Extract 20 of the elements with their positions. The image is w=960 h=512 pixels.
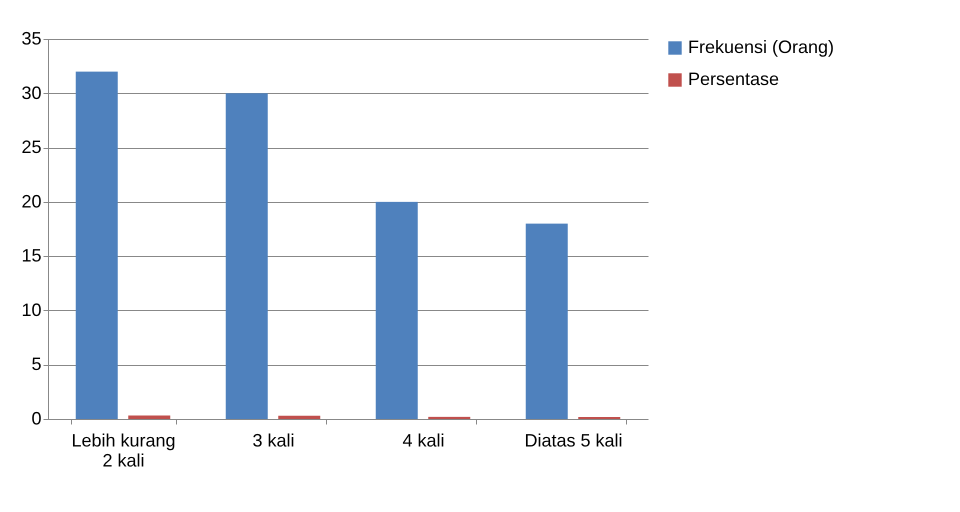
x-tick-label: 4 kali [402,430,445,450]
y-tick-label: 0 [31,408,42,428]
y-tick-label: 30 [21,82,42,103]
bar [226,93,268,419]
bar [128,416,170,419]
y-tick-label: 10 [21,300,42,320]
bar [526,224,568,419]
bar [76,72,118,419]
legend-label: Persentase [688,69,780,89]
y-tick-label: 5 [31,354,42,374]
y-tick-label: 15 [21,246,42,266]
bar [278,416,320,419]
y-tick-label: 25 [21,137,42,158]
legend-label: Frekuensi (Orang) [688,37,834,57]
y-tick-label: 35 [21,28,42,48]
bar [376,202,418,419]
y-tick-label: 20 [21,191,42,212]
x-tick-label: Lebih kurang 2 kali [71,430,176,470]
x-tick-label: Diatas 5 kali [524,430,623,450]
x-tick-label: 3 kali [252,430,295,450]
